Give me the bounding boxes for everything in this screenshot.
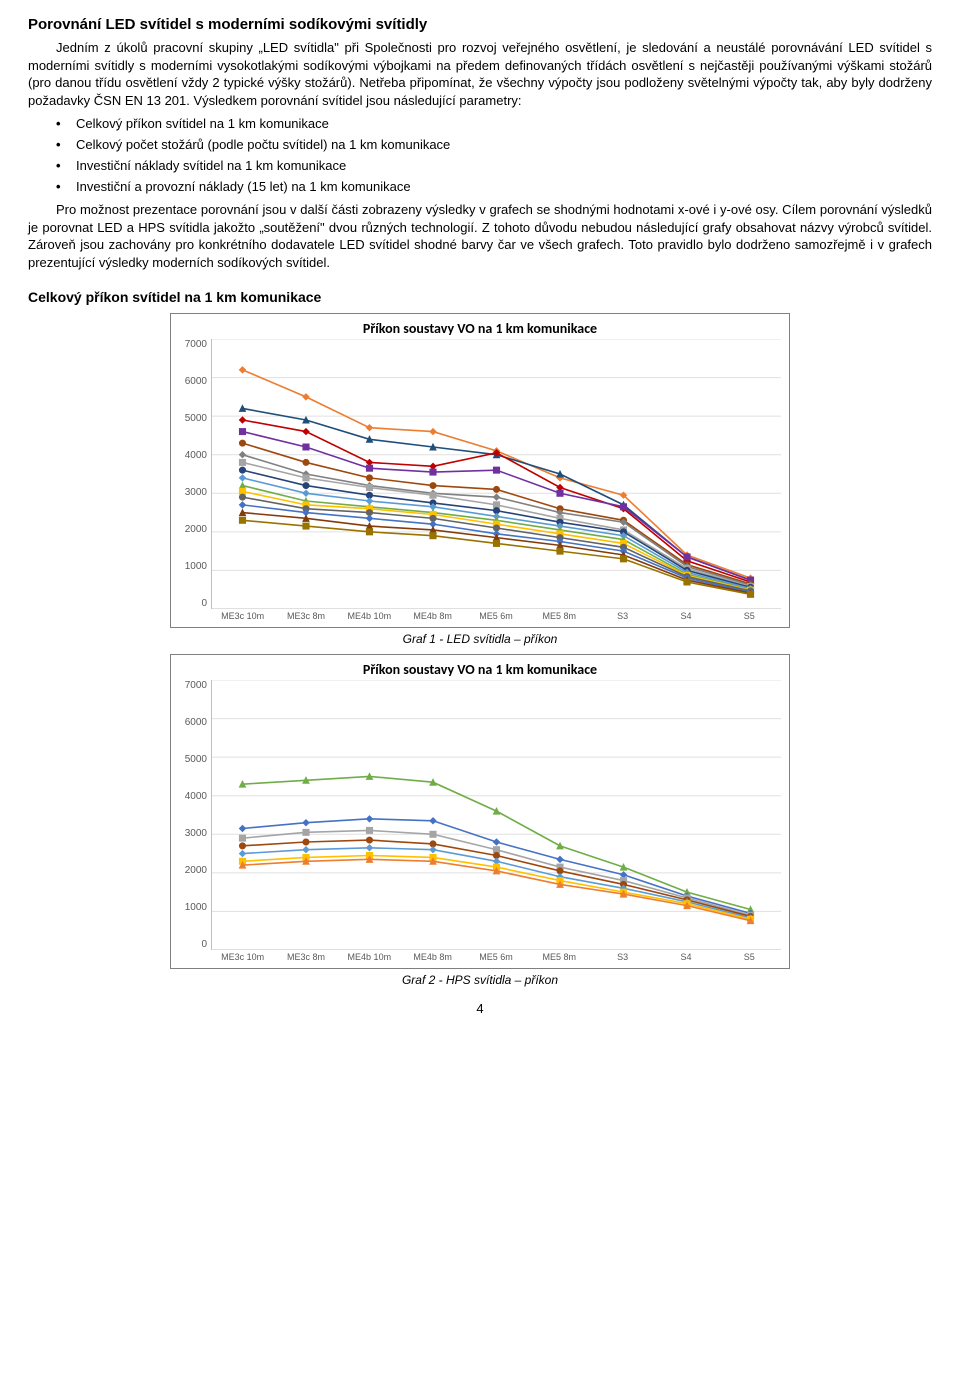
list-item: Celkový příkon svítidel na 1 km komunika… [56,113,932,134]
chart-1-yaxis: 01000200030004000500060007000 [173,339,211,609]
list-item: Investiční a provozní náklady (15 let) n… [56,176,932,197]
chart-1-block: Příkon soustavy VO na 1 km komunikace 01… [28,313,932,646]
page-title: Porovnání LED svítidel s moderními sodík… [28,16,932,33]
parameter-list: Celkový příkon svítidel na 1 km komunika… [56,113,932,197]
list-item: Celkový počet stožárů (podle počtu svíti… [56,134,932,155]
chart-1-title: Příkon soustavy VO na 1 km komunikace [171,314,789,339]
paragraph-intro: Jedním z úkolů pracovní skupiny „LED sví… [28,39,932,109]
chart-2-title: Příkon soustavy VO na 1 km komunikace [171,655,789,680]
chart-2-plot [211,680,781,950]
list-item: Investiční náklady svítidel na 1 km komu… [56,155,932,176]
chart-1-xaxis: ME3c 10mME3c 8mME4b 10mME4b 8mME5 6mME5 … [171,609,789,627]
chart-2-block: Příkon soustavy VO na 1 km komunikace 01… [28,654,932,987]
chart-2-frame: Příkon soustavy VO na 1 km komunikace 01… [170,654,790,969]
page-number: 4 [28,1001,932,1016]
chart-1-plot [211,339,781,609]
chart-1-frame: Příkon soustavy VO na 1 km komunikace 01… [170,313,790,628]
section-heading: Celkový příkon svítidel na 1 km komunika… [28,289,932,305]
chart-2-xaxis: ME3c 10mME3c 8mME4b 10mME4b 8mME5 6mME5 … [171,950,789,968]
paragraph-presentation: Pro možnost prezentace porovnání jsou v … [28,201,932,271]
chart-1-caption: Graf 1 - LED svítidla – příkon [403,632,558,646]
chart-2-yaxis: 01000200030004000500060007000 [173,680,211,950]
chart-2-caption: Graf 2 - HPS svítidla – příkon [402,973,558,987]
